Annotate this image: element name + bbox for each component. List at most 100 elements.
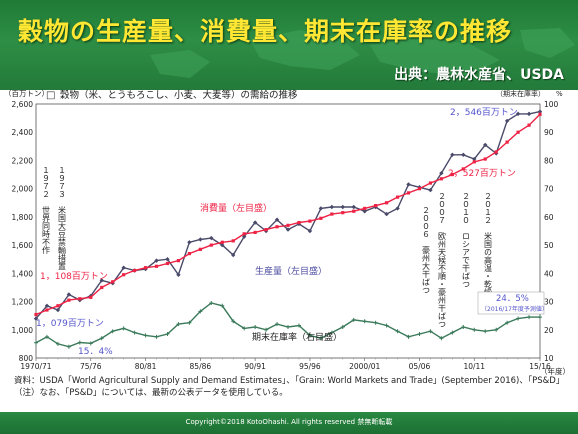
point-stock-ratio xyxy=(176,322,181,327)
point-consumption xyxy=(516,130,520,134)
y-right-unit-label: （期末在庫率） xyxy=(496,89,545,98)
point-production xyxy=(483,142,488,148)
y-right-tick-label: 60 xyxy=(544,213,554,222)
point-production xyxy=(472,156,477,162)
note-remark: （注）なお、「PS&D」については、最新の公表データを使用している。 xyxy=(14,388,288,398)
point-consumption xyxy=(111,280,115,284)
end-stock-note: （2016/17年度予測値） xyxy=(481,305,548,313)
point-production xyxy=(252,220,258,225)
point-production xyxy=(33,316,39,321)
y-left-tick-label: 2,200 xyxy=(12,156,34,165)
x-tick-label: 75/76 xyxy=(80,362,102,371)
point-stock-ratio xyxy=(231,319,236,324)
point-consumption xyxy=(34,312,38,317)
point-production xyxy=(428,187,433,193)
point-consumption xyxy=(67,298,71,302)
point-production xyxy=(340,204,345,210)
point-production xyxy=(329,204,335,210)
point-stock-ratio xyxy=(384,323,389,328)
x-tick-label: 80/81 xyxy=(135,362,157,371)
point-consumption xyxy=(198,247,202,251)
point-stock-ratio xyxy=(220,303,225,308)
start-consumption: 1，108百万トン xyxy=(40,271,108,282)
end-production: 2，546百万トン xyxy=(450,107,518,118)
point-production xyxy=(395,206,400,211)
start-stock: 15．4% xyxy=(78,347,113,357)
point-consumption xyxy=(483,157,487,161)
callout-2006: ２００６ 豪州大干ばつ xyxy=(422,206,431,294)
point-consumption xyxy=(352,209,356,213)
point-stock-ratio xyxy=(417,332,422,337)
point-consumption xyxy=(45,308,49,312)
y-right-tick-label: 80 xyxy=(544,156,554,165)
point-production xyxy=(220,242,225,248)
label-production: 生産量（左目盛） xyxy=(255,265,327,277)
point-stock-ratio xyxy=(483,329,488,334)
callout-2012: ２０１２ 米国の高温・乾燥 xyxy=(484,192,493,297)
point-consumption xyxy=(154,264,159,268)
x-tick-label: 05/06 xyxy=(409,362,431,371)
point-production xyxy=(461,152,466,157)
point-stock-ratio xyxy=(505,320,510,325)
point-production xyxy=(406,182,411,187)
point-production xyxy=(231,252,236,258)
point-consumption xyxy=(385,201,389,205)
point-consumption xyxy=(286,223,290,227)
x-unit: （年度） xyxy=(540,366,570,376)
end-consumption: 2，527百万トン xyxy=(448,168,516,179)
point-consumption xyxy=(505,140,509,144)
point-consumption xyxy=(165,261,170,266)
y-left-tick-label: 1,600 xyxy=(12,241,34,250)
point-consumption xyxy=(209,243,213,247)
y-left-unit: （百万トン） xyxy=(4,89,49,98)
label-consumption: 消費量（左目盛） xyxy=(200,202,272,214)
point-production xyxy=(121,265,126,270)
point-stock-ratio xyxy=(121,326,126,331)
point-stock-ratio xyxy=(494,327,499,332)
point-production xyxy=(165,257,170,262)
title-banner: 穀物の生産量、消費量、期末在庫率の推移 出典：農林水産省、USDA xyxy=(0,0,578,90)
point-stock-ratio xyxy=(538,315,542,320)
x-tick-label: 10/11 xyxy=(463,362,485,371)
callout-2007: ２００７ 欧州天候不順・豪州干ばつ xyxy=(438,192,447,328)
point-production xyxy=(307,228,313,234)
point-stock-ratio xyxy=(428,329,433,334)
point-consumption xyxy=(220,240,224,244)
y-left-tick-label: 800 xyxy=(19,354,34,363)
point-stock-ratio xyxy=(527,315,532,320)
point-production xyxy=(176,272,181,277)
point-stock-ratio xyxy=(34,340,38,345)
point-consumption xyxy=(100,285,104,290)
x-tick-label: 1970/71 xyxy=(20,362,51,371)
chart-legend-marker: □ xyxy=(46,90,55,101)
y-left-tick-label: 1,800 xyxy=(12,213,34,222)
x-tick-label: 15/16 xyxy=(529,362,551,371)
point-stock-ratio xyxy=(55,341,60,346)
x-tick-label: 85/86 xyxy=(190,362,212,371)
point-consumption xyxy=(374,204,378,208)
point-stock-ratio xyxy=(286,324,290,329)
footer-bar xyxy=(0,412,578,434)
point-stock-ratio xyxy=(198,309,203,314)
point-production xyxy=(198,237,203,242)
start-production: 1，079百万トン xyxy=(36,318,104,329)
y-right-tick-label: 10 xyxy=(544,354,554,363)
point-consumption xyxy=(330,212,334,216)
x-tick-label: 2000/01 xyxy=(349,362,380,371)
chart-notes: 資料：USDA「World Agricultural Supply and De… xyxy=(14,375,564,399)
point-stock-ratio xyxy=(362,319,367,324)
point-production xyxy=(187,240,192,245)
world-map-decoration xyxy=(150,28,575,78)
grain-supply-chart: 800 1,000 1,200 1,400 1,600 1,800 2,000 2,200 2,… xyxy=(4,89,570,376)
chart-series xyxy=(33,109,543,349)
point-consumption xyxy=(275,225,279,229)
point-consumption xyxy=(472,160,476,164)
point-consumption xyxy=(538,112,542,116)
y-left-tick-label: 1,000 xyxy=(12,326,34,335)
point-consumption xyxy=(242,232,246,236)
point-stock-ratio xyxy=(132,330,137,335)
point-stock-ratio xyxy=(351,317,356,322)
y-right-tick-label: 20 xyxy=(544,326,554,335)
point-stock-ratio xyxy=(340,324,345,329)
